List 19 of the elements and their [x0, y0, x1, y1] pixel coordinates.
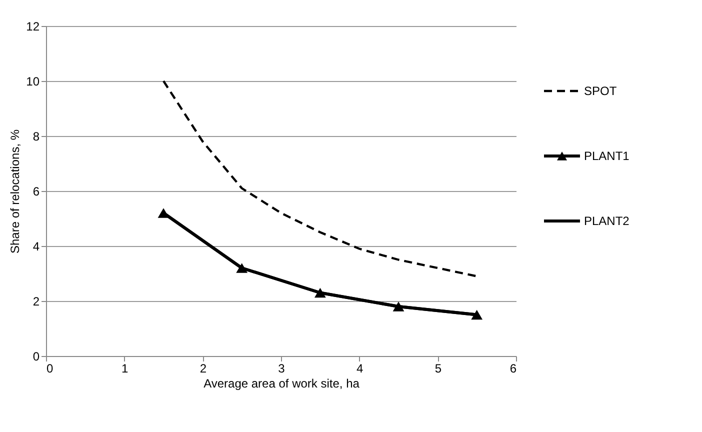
- x-tick-label: 1: [121, 362, 128, 376]
- x-axis-title: Average area of work site, ha: [204, 376, 360, 390]
- y-axis-title: Share of relocations, %: [8, 129, 22, 254]
- x-tick-label: 4: [356, 362, 364, 376]
- legend-label: PLANT2: [584, 214, 630, 228]
- legend-label: PLANT1: [584, 149, 630, 163]
- x-tick-label: 3: [278, 362, 286, 376]
- x-tick-label: 5: [434, 362, 442, 376]
- y-tick-label: 8: [32, 130, 40, 144]
- y-tick-label: 0: [32, 350, 40, 364]
- y-tick-label: 2: [32, 294, 40, 308]
- legend-label: SPOT: [584, 84, 618, 98]
- y-tick-label: 10: [26, 74, 40, 88]
- y-tick-label: 12: [26, 20, 40, 34]
- x-tick-label: 2: [200, 362, 207, 376]
- y-tick-label: 4: [32, 240, 40, 254]
- x-tick-label: 0: [46, 362, 54, 376]
- x-tick-label: 6: [510, 362, 517, 376]
- y-tick-label: 6: [32, 184, 40, 198]
